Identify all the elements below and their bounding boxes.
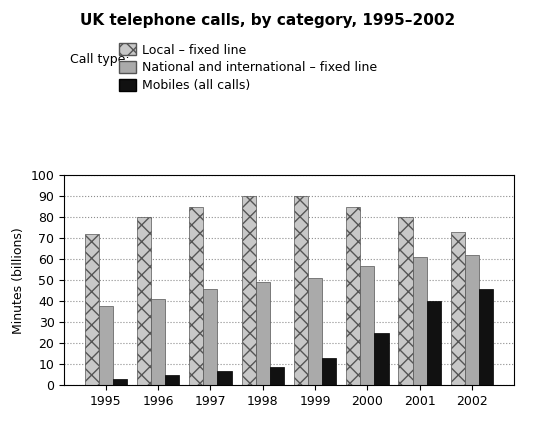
Bar xyxy=(294,196,308,385)
Bar xyxy=(427,301,441,385)
Bar xyxy=(242,196,256,385)
Bar xyxy=(270,367,284,385)
Bar xyxy=(322,358,336,385)
Bar xyxy=(218,371,232,385)
Y-axis label: Minutes (billions): Minutes (billions) xyxy=(12,227,25,334)
Bar xyxy=(451,232,465,385)
Bar xyxy=(465,255,479,385)
Bar xyxy=(137,217,151,385)
Bar xyxy=(165,375,179,385)
Text: UK telephone calls, by category, 1995–2002: UK telephone calls, by category, 1995–20… xyxy=(80,13,455,28)
Bar xyxy=(346,207,360,385)
Text: Call type:: Call type: xyxy=(70,53,129,66)
Bar xyxy=(399,217,412,385)
Bar xyxy=(151,299,165,385)
Bar xyxy=(308,278,322,385)
Bar xyxy=(99,306,113,385)
Bar xyxy=(85,234,99,385)
Bar xyxy=(203,289,218,385)
Bar xyxy=(360,265,374,385)
Bar xyxy=(189,207,203,385)
Bar xyxy=(256,283,270,385)
Bar xyxy=(479,289,493,385)
Bar xyxy=(374,333,388,385)
Bar xyxy=(412,257,427,385)
Legend: Local – fixed line, National and international – fixed line, Mobiles (all calls): Local – fixed line, National and interna… xyxy=(119,43,378,92)
Bar xyxy=(113,379,127,385)
